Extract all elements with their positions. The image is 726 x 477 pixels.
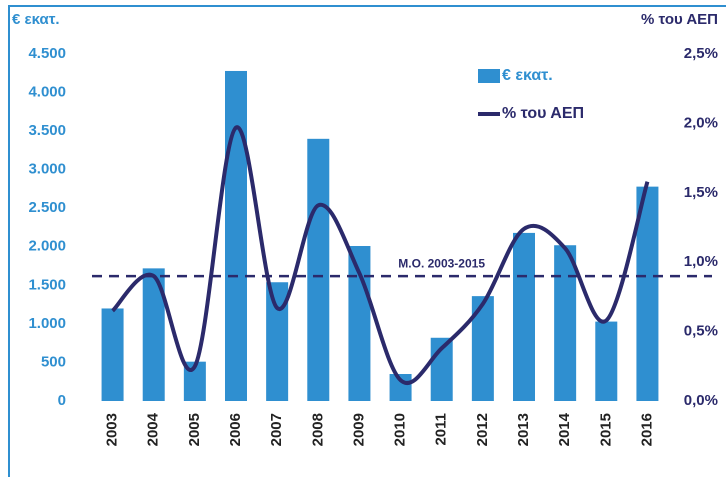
x-tick-label: 2009 [350,413,367,446]
bar [225,70,247,401]
y2-tick-label: 0,5% [684,323,718,340]
legend-label: % του ΑΕΠ [502,105,584,122]
y-tick-label: 4.000 [28,84,66,101]
y2-tick-label: 1,5% [684,184,718,201]
y2-tick-label: 1,0% [684,253,718,270]
y-axis-label: € εκατ. [12,11,60,28]
bar [389,374,412,401]
x-tick-label: 2010 [392,413,409,446]
x-tick-label: 2011 [433,413,450,446]
y-tick-label: 3.500 [28,122,66,139]
x-tick-label: 2008 [309,413,326,446]
y-tick-label: 500 [41,353,66,370]
y2-axis-label: % του ΑΕΠ [641,11,718,28]
x-tick-label: 2007 [268,413,285,446]
y-tick-label: 1.500 [28,276,66,293]
bar [554,245,577,401]
x-tick-label: 2003 [104,413,121,446]
reference-label: Μ.Ο. 2003-2015 [398,256,485,270]
bar [101,308,124,401]
legend-swatch [478,69,500,83]
y-tick-label: 0 [58,392,66,409]
y2-tick-label: 2,5% [684,45,718,62]
bar [142,268,165,401]
legend-label: € εκατ. [502,67,553,84]
bar [307,138,330,402]
x-tick-label: 2006 [227,413,244,446]
y-tick-label: 3.000 [28,161,66,178]
x-tick-label: 2004 [145,412,162,446]
bar [266,282,289,401]
y-tick-label: 4.500 [28,45,66,62]
x-tick-label: 2016 [638,413,655,446]
y-tick-label: 2.500 [28,199,66,216]
y2-tick-label: 2,0% [684,114,718,131]
x-tick-label: 2014 [556,412,573,446]
x-tick-label: 2005 [186,413,203,446]
y-tick-label: 1.000 [28,315,66,332]
y-tick-label: 2.000 [28,238,66,255]
x-tick-label: 2013 [515,413,532,446]
bar [636,186,659,401]
line [111,125,650,385]
x-tick-label: 2015 [597,413,614,446]
bar [513,232,535,401]
x-tick-label: 2012 [474,413,491,446]
y2-tick-label: 0,0% [684,392,718,409]
bar [595,321,618,401]
bar [471,296,494,401]
